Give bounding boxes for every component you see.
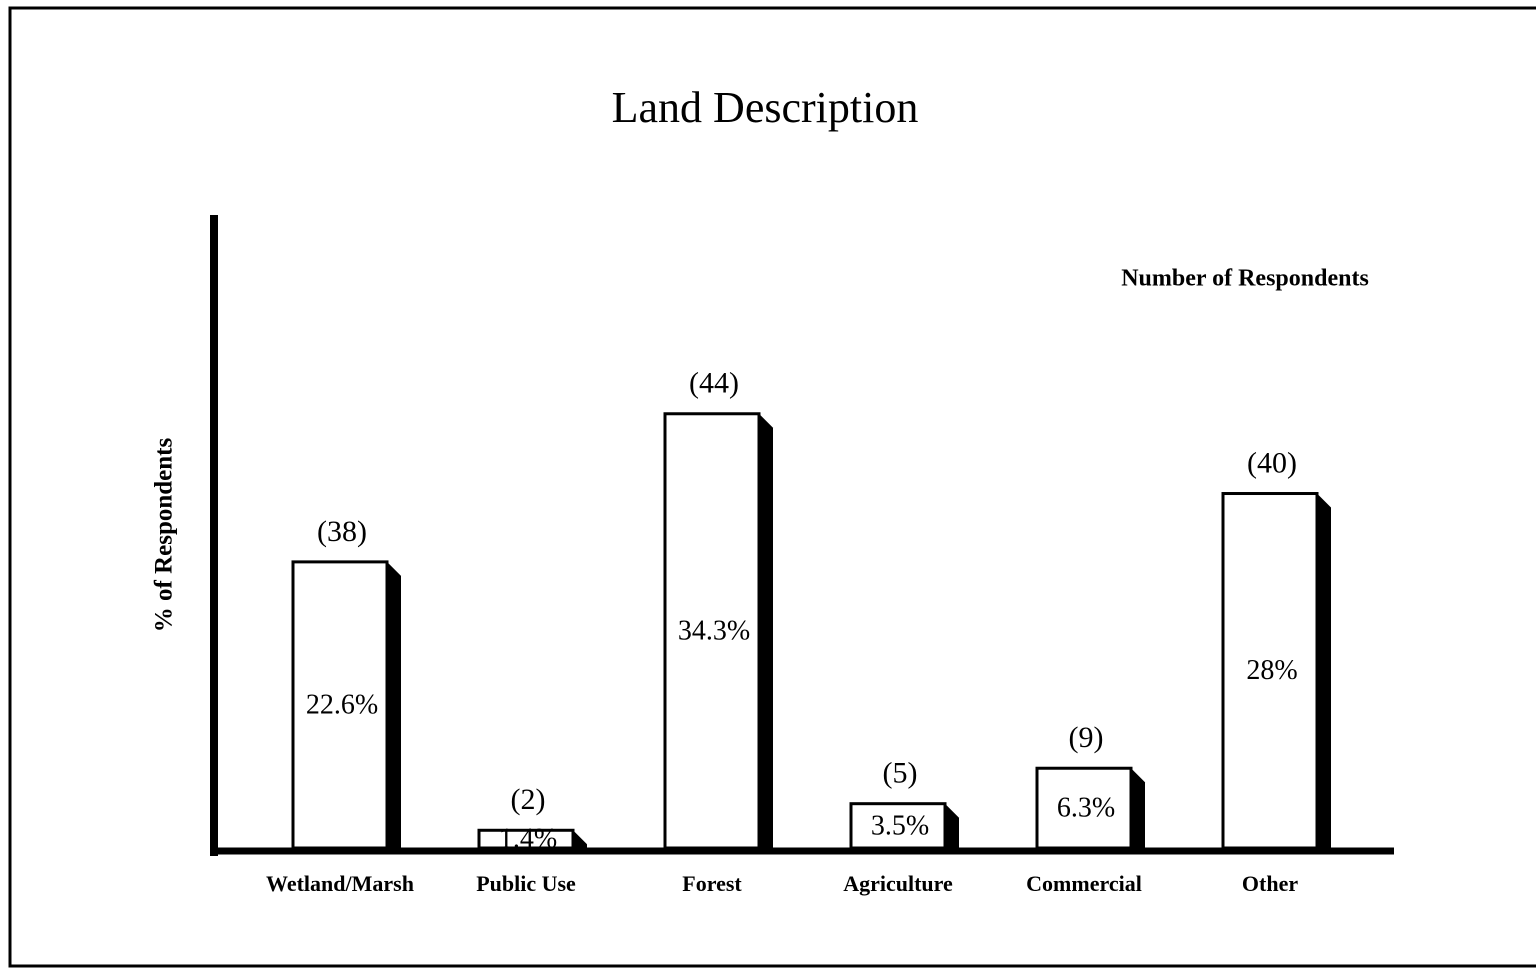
count-label: (5) bbox=[883, 757, 918, 790]
annotation: Number of Respondents bbox=[1121, 266, 1369, 292]
y-axis-label: % of Respondents bbox=[151, 438, 178, 633]
data-label: 3.5% bbox=[871, 810, 929, 841]
bar-shadow bbox=[945, 803, 959, 848]
data-label: 22.6% bbox=[306, 689, 378, 720]
chart-title: Land Description bbox=[612, 83, 919, 132]
bar bbox=[291, 560, 389, 850]
x-tick-label: Forest bbox=[682, 871, 742, 896]
count-label: (2) bbox=[511, 783, 546, 816]
count-label: (40) bbox=[1247, 446, 1297, 479]
data-label: 34.3% bbox=[678, 615, 750, 646]
count-label: (38) bbox=[317, 515, 367, 548]
bar bbox=[1035, 766, 1133, 850]
bar bbox=[1221, 492, 1319, 850]
x-tick-label: Public Use bbox=[476, 871, 576, 896]
bar-shadow bbox=[759, 413, 773, 848]
count-label: (9) bbox=[1069, 721, 1104, 754]
bar bbox=[849, 802, 947, 850]
x-tick-label: Agriculture bbox=[843, 871, 953, 896]
x-tick-label: Wetland/Marsh bbox=[266, 871, 414, 896]
bar bbox=[663, 412, 761, 850]
data-label: 28% bbox=[1246, 655, 1297, 686]
x-tick-label: Other bbox=[1242, 871, 1298, 896]
data-label: 6.3% bbox=[1057, 793, 1115, 824]
bar-shadow bbox=[1131, 768, 1145, 848]
x-tick-label: Commercial bbox=[1026, 871, 1142, 896]
bar bbox=[477, 828, 575, 850]
count-label: (44) bbox=[689, 367, 739, 400]
bar-shadow bbox=[573, 830, 587, 848]
bar-shadow bbox=[387, 561, 401, 848]
bar-shadow bbox=[1317, 493, 1331, 848]
data-label: 1.4% bbox=[499, 824, 557, 855]
